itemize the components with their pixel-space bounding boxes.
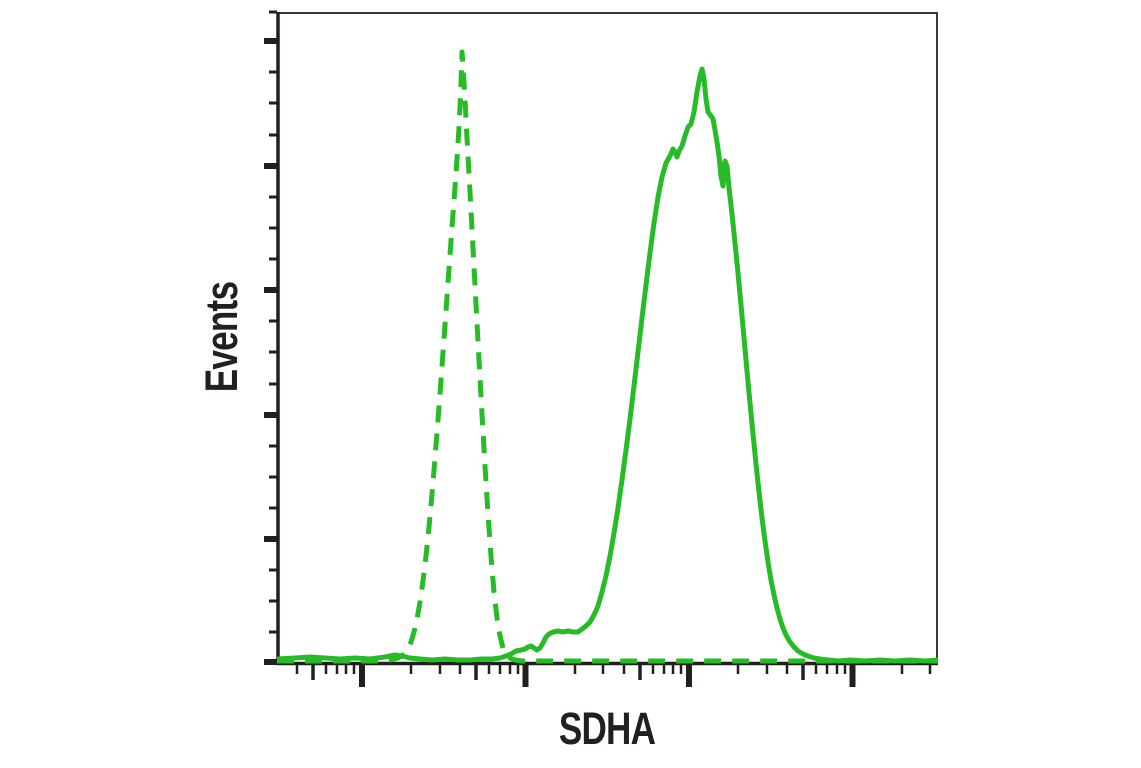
solid-sample-curve [276,66,939,664]
y-axis-label: Events [196,281,247,393]
x-axis-label: SDHA [558,703,656,754]
dashed-control-curve [277,49,938,664]
